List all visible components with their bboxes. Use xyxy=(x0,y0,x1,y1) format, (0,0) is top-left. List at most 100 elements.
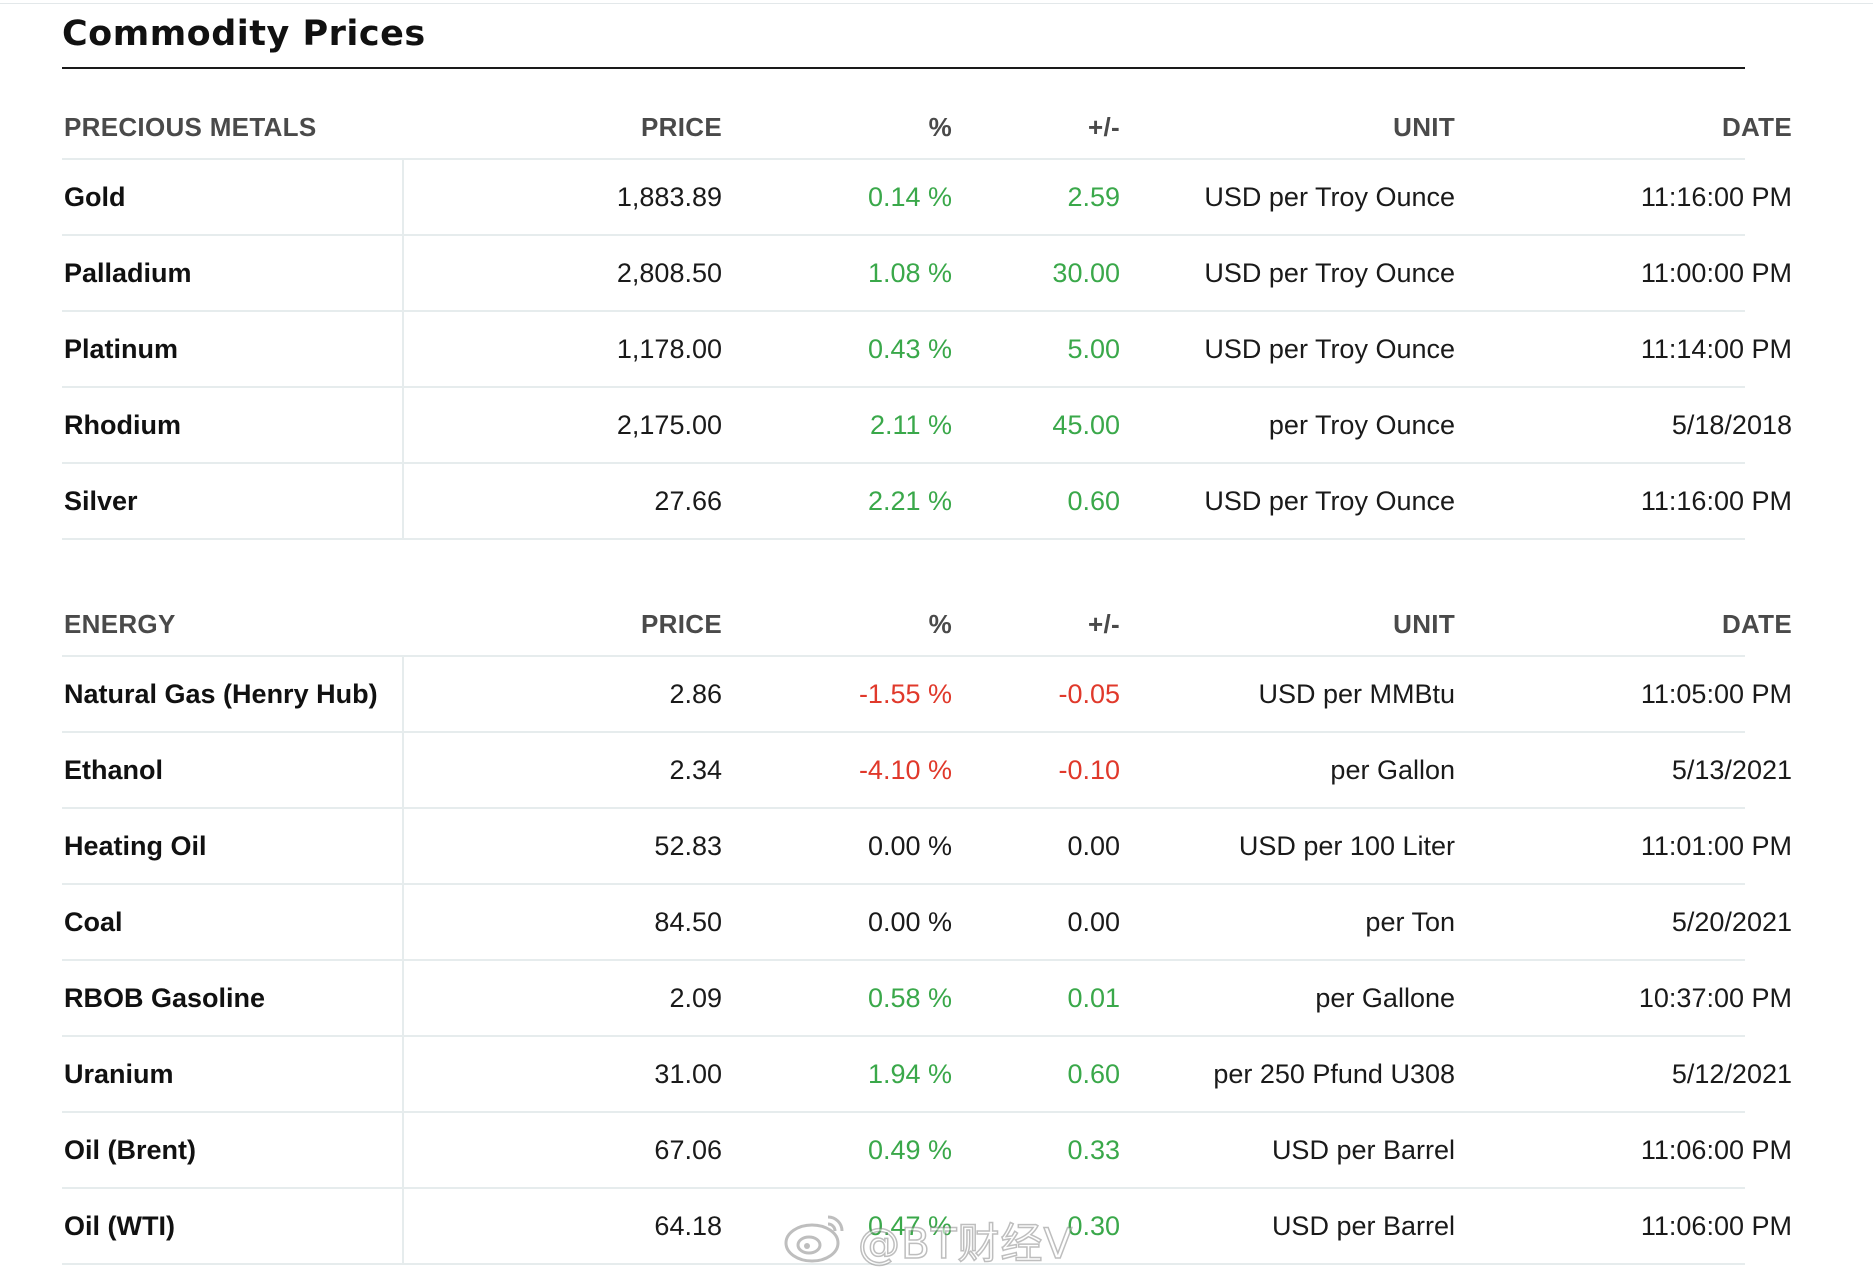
table-row: Oil (Brent) 67.06 0.49 % 0.33 USD per Barrel… xyxy=(62,1113,1792,1189)
price-value: 1,883.89 xyxy=(616,181,722,212)
date-value: 10:37:00 PM xyxy=(1638,982,1792,1013)
energy-rows: Natural Gas (Henry Hub) 2.86 -1.55 % -0.05 U… xyxy=(62,657,1792,1265)
page-title: Commodity Prices xyxy=(62,14,426,54)
price-column-header: PRICE xyxy=(641,609,722,639)
percent-change: 0.47 % xyxy=(867,1210,952,1241)
table-row: Coal 84.50 0.00 % 0.00 per Ton 5/20/2021 xyxy=(62,885,1792,961)
price-column-header: PRICE xyxy=(641,112,722,142)
percent-change: 0.00 % xyxy=(867,830,952,861)
absolute-change: 0.01 xyxy=(1067,982,1120,1013)
table-row: Oil (WTI) 64.18 0.47 % 0.30 USD per Barrel 11… xyxy=(62,1189,1792,1265)
commodity-name: Silver xyxy=(64,485,138,516)
table-row: Gold 1,883.89 0.14 % 2.59 USD per Troy Ounce… xyxy=(62,160,1792,236)
unit-column-header: UNIT xyxy=(1393,112,1455,142)
date-value: 11:06:00 PM xyxy=(1640,1134,1792,1165)
price-value: 1,178.00 xyxy=(616,333,722,364)
percent-change: -4.10 % xyxy=(858,754,952,785)
price-value: 2.34 xyxy=(669,754,722,785)
column-divider xyxy=(402,1037,404,1111)
precious-metals-table: PRECIOUS METALS PRICE % +/- UNIT DATE Go… xyxy=(62,69,1792,540)
change-column-header: +/- xyxy=(1088,609,1120,639)
absolute-change: 0.00 xyxy=(1067,830,1120,861)
percent-change: 1.08 % xyxy=(867,257,952,288)
date-value: 5/20/2021 xyxy=(1671,906,1792,937)
unit-label: USD per Troy Ounce xyxy=(1204,485,1455,516)
commodity-name: Gold xyxy=(64,181,126,212)
commodity-name: Rhodium xyxy=(64,409,181,440)
unit-label: USD per 100 Liter xyxy=(1238,830,1455,861)
percent-change: 0.43 % xyxy=(867,333,952,364)
date-value: 11:16:00 PM xyxy=(1640,485,1792,516)
energy-table: ENERGY PRICE % +/- UNIT DATE Natural Gas… xyxy=(62,566,1792,1265)
commodity-name: Platinum xyxy=(64,333,179,364)
price-value: 2.86 xyxy=(669,678,722,709)
price-value: 84.50 xyxy=(654,906,722,937)
price-value: 67.06 xyxy=(654,1134,722,1165)
date-value: 11:16:00 PM xyxy=(1640,181,1792,212)
percent-change: -1.55 % xyxy=(858,678,952,709)
unit-label: USD per Troy Ounce xyxy=(1204,257,1455,288)
absolute-change: -0.10 xyxy=(1058,754,1120,785)
column-divider xyxy=(402,733,404,807)
column-divider xyxy=(402,1189,404,1263)
commodity-name: Heating Oil xyxy=(64,830,207,861)
top-divider xyxy=(0,3,1873,4)
column-divider xyxy=(402,809,404,883)
price-value: 52.83 xyxy=(654,830,722,861)
unit-column-header: UNIT xyxy=(1393,609,1455,639)
table-header-row: PRECIOUS METALS PRICE % +/- UNIT DATE xyxy=(62,69,1792,160)
table-row: RBOB Gasoline 2.09 0.58 % 0.01 per Gallone 10… xyxy=(62,961,1792,1037)
absolute-change: 0.60 xyxy=(1067,1058,1120,1089)
column-divider xyxy=(402,885,404,959)
price-value: 2.09 xyxy=(669,982,722,1013)
section-header-label: PRECIOUS METALS xyxy=(64,112,317,142)
unit-label: per Ton xyxy=(1365,906,1455,937)
unit-label: USD per Troy Ounce xyxy=(1204,181,1455,212)
absolute-change: 0.60 xyxy=(1067,485,1120,516)
percent-column-header: % xyxy=(928,609,952,639)
absolute-change: 5.00 xyxy=(1067,333,1120,364)
date-column-header: DATE xyxy=(1721,112,1792,142)
absolute-change: 0.33 xyxy=(1067,1134,1120,1165)
percent-change: 1.94 % xyxy=(867,1058,952,1089)
commodity-name: Natural Gas (Henry Hub) xyxy=(64,678,378,709)
commodity-name: Ethanol xyxy=(64,754,163,785)
unit-label: per Gallone xyxy=(1315,982,1455,1013)
percent-column-header: % xyxy=(928,112,952,142)
column-divider xyxy=(402,388,404,462)
percent-change: 0.58 % xyxy=(867,982,952,1013)
table-row: Silver 27.66 2.21 % 0.60 USD per Troy Ounce 1… xyxy=(62,464,1792,540)
column-divider xyxy=(402,1113,404,1187)
date-value: 11:00:00 PM xyxy=(1640,257,1792,288)
table-header-row: ENERGY PRICE % +/- UNIT DATE xyxy=(62,566,1792,657)
date-value: 11:01:00 PM xyxy=(1640,830,1792,861)
date-value: 11:05:00 PM xyxy=(1640,678,1792,709)
date-value: 5/12/2021 xyxy=(1671,1058,1792,1089)
absolute-change: 2.59 xyxy=(1067,181,1120,212)
table-row: Uranium 31.00 1.94 % 0.60 per 250 Pfund U308… xyxy=(62,1037,1792,1113)
column-divider xyxy=(402,236,404,310)
date-value: 5/13/2021 xyxy=(1671,754,1792,785)
commodity-name: Oil (WTI) xyxy=(64,1210,175,1241)
unit-label: USD per Barrel xyxy=(1271,1134,1455,1165)
absolute-change: 0.00 xyxy=(1067,906,1120,937)
percent-change: 0.14 % xyxy=(867,181,952,212)
date-value: 11:06:00 PM xyxy=(1640,1210,1792,1241)
date-value: 11:14:00 PM xyxy=(1640,333,1792,364)
date-column-header: DATE xyxy=(1721,609,1792,639)
commodity-name: Coal xyxy=(64,906,123,937)
unit-label: per 250 Pfund U308 xyxy=(1213,1058,1455,1089)
percent-change: 0.00 % xyxy=(867,906,952,937)
commodity-name: Oil (Brent) xyxy=(64,1134,196,1165)
price-value: 2,175.00 xyxy=(616,409,722,440)
table-row: Rhodium 2,175.00 2.11 % 45.00 per Troy Ounce… xyxy=(62,388,1792,464)
section-header-label: ENERGY xyxy=(64,609,176,639)
table-row: Natural Gas (Henry Hub) 2.86 -1.55 % -0.05 U… xyxy=(62,657,1792,733)
table-row: Platinum 1,178.00 0.43 % 5.00 USD per Troy O… xyxy=(62,312,1792,388)
unit-label: USD per MMBtu xyxy=(1258,678,1455,709)
column-divider xyxy=(402,657,404,731)
unit-label: USD per Barrel xyxy=(1271,1210,1455,1241)
commodity-name: RBOB Gasoline xyxy=(64,982,266,1013)
commodity-name: Palladium xyxy=(64,257,192,288)
title-underline xyxy=(62,67,1745,69)
